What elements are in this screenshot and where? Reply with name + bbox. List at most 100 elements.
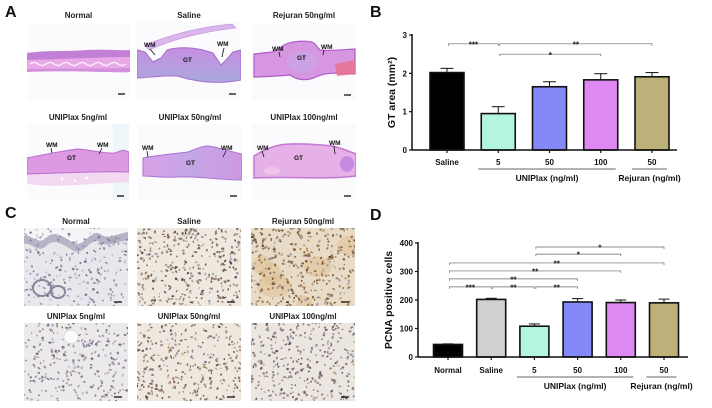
arrow-icon	[146, 150, 149, 158]
significance-bracket	[499, 43, 653, 46]
nucleus-dot	[323, 301, 327, 305]
nucleus-dot	[39, 361, 42, 365]
nucleus-dot	[197, 383, 199, 386]
nucleus-dot	[219, 367, 222, 370]
nucleus-dot	[260, 362, 263, 365]
nucleus-dot	[186, 284, 190, 287]
nucleus-dot	[126, 326, 128, 330]
nucleus-dot	[29, 272, 32, 275]
nucleus-dot	[306, 365, 309, 368]
nucleus-dot	[251, 374, 254, 378]
nucleus-dot	[24, 277, 26, 280]
nucleus-dot	[57, 349, 61, 353]
nucleus-dot	[151, 368, 154, 371]
nucleus-dot	[287, 337, 290, 342]
nucleus-dot	[87, 343, 90, 345]
nucleus-dot	[306, 358, 309, 361]
nucleus-dot	[44, 275, 47, 278]
nucleus-dot	[333, 380, 337, 383]
nucleus-dot	[112, 358, 116, 361]
nucleus-dot	[312, 327, 315, 331]
nucleus-dot	[216, 387, 219, 390]
nucleus-dot	[251, 275, 253, 277]
nucleus-dot	[68, 279, 71, 282]
nucleus-dot	[123, 283, 127, 286]
x-tick-label: 50	[573, 366, 582, 375]
nucleus-dot	[122, 241, 125, 244]
nucleus-dot	[176, 232, 179, 235]
nucleus-dot	[197, 272, 200, 274]
nucleus-dot	[173, 301, 176, 305]
nucleus-dot	[92, 282, 96, 285]
nucleus-dot	[43, 365, 47, 369]
nucleus-dot	[353, 248, 355, 251]
nucleus-dot	[142, 375, 145, 378]
nucleus-dot	[165, 299, 169, 303]
nucleus-dot	[189, 368, 192, 372]
nucleus-dot	[189, 365, 192, 368]
nucleus-dot	[112, 279, 116, 282]
nucleus-dot	[216, 290, 219, 293]
nucleus-dot	[167, 236, 170, 239]
nucleus-dot	[142, 335, 145, 339]
nucleus-dot	[274, 341, 277, 344]
nucleus-dot	[235, 233, 239, 236]
y-axis-label: PCNA positive cells	[383, 251, 395, 349]
nucleus-dot	[152, 270, 155, 273]
nucleus-dot	[192, 240, 194, 244]
nucleus-dot	[160, 279, 164, 282]
nucleus-dot	[194, 251, 198, 254]
nucleus-dot	[34, 381, 36, 384]
nucleus-dot	[168, 350, 170, 354]
nucleus-dot	[102, 390, 105, 392]
nucleus-dot	[114, 371, 117, 374]
nucleus-dot	[343, 263, 346, 266]
nucleus-dot	[303, 251, 306, 254]
nucleus-dot	[184, 293, 186, 297]
nucleus-dot	[316, 302, 319, 306]
nucleus-dot	[323, 364, 326, 366]
nucleus-dot	[189, 291, 192, 294]
nucleus-dot	[99, 398, 102, 401]
nucleus-dot	[70, 383, 73, 386]
nucleus-dot	[108, 325, 111, 328]
nucleus-dot	[319, 383, 322, 386]
nucleus-dot	[303, 244, 306, 247]
significance-label: ***	[469, 40, 479, 49]
nucleus-dot	[299, 285, 301, 288]
nucleus-dot	[114, 273, 118, 276]
nucleus-dot	[222, 396, 226, 399]
nucleus-dot	[42, 232, 44, 237]
nucleus-dot	[261, 247, 264, 250]
nucleus-dot	[209, 387, 212, 390]
nucleus-dot	[147, 336, 151, 339]
nucleus-dot	[339, 234, 342, 238]
nucleus-dot	[346, 303, 350, 306]
nucleus-dot	[174, 266, 179, 269]
nucleus-dot	[50, 395, 53, 398]
nucleus-dot	[206, 336, 210, 339]
nucleus-dot	[293, 256, 297, 258]
nucleus-dot	[294, 399, 297, 401]
he-title-normal: Normal	[64, 11, 93, 20]
nucleus-dot	[49, 328, 52, 331]
nucleus-dot	[232, 266, 235, 269]
significance-label: **	[554, 283, 561, 292]
nucleus-dot	[223, 237, 227, 240]
nucleus-dot	[321, 344, 325, 347]
nucleus-dot	[29, 239, 32, 242]
nucleus-dot	[194, 390, 197, 394]
nucleus-dot	[166, 338, 169, 341]
nucleus-dot	[272, 390, 274, 393]
nucleus-dot	[62, 338, 64, 341]
nucleus-dot	[284, 357, 287, 359]
wm-label: WM	[46, 142, 58, 149]
nucleus-dot	[68, 276, 72, 279]
nucleus-dot	[238, 379, 241, 383]
nucleus-dot	[276, 372, 279, 376]
nucleus-dot	[255, 397, 258, 401]
nucleus-dot	[182, 391, 185, 393]
nucleus-dot	[24, 359, 28, 362]
nucleus-dot	[94, 342, 98, 346]
nucleus-dot	[62, 278, 65, 281]
